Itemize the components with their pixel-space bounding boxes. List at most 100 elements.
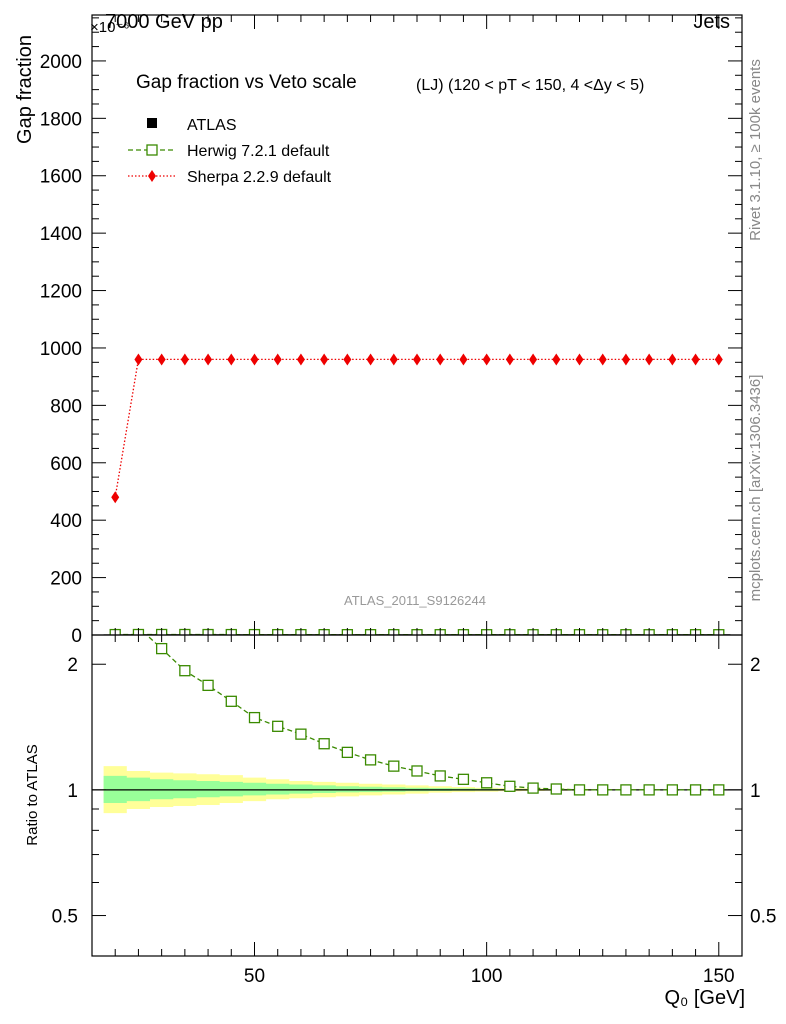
ratio-ylabel: Ratio to ATLAS — [24, 744, 41, 845]
series-line-sherpa — [114, 358, 719, 498]
ratio-point-herwig — [411, 765, 423, 777]
point-sherpa — [575, 353, 584, 366]
ratio-point-herwig — [504, 780, 516, 792]
y-tick-label: 400 — [50, 511, 82, 532]
point-sherpa — [320, 353, 329, 366]
main-subtitle: (LJ) (120 < pT < 150, 4 <Δy < 5) — [416, 77, 644, 94]
point-sherpa — [111, 491, 120, 504]
main-panel: Gap fraction vs Veto scale (LJ) (120 < p… — [14, 14, 743, 647]
ratio-point-herwig — [713, 784, 725, 796]
ratio-line-herwig — [145, 635, 719, 791]
ratio-point-herwig — [341, 746, 354, 759]
point-sherpa — [621, 353, 630, 366]
point-sherpa — [273, 353, 282, 366]
ratio-point-herwig — [550, 783, 562, 795]
x-tick-label: 50 — [244, 966, 265, 987]
header-energy: 7000 GeV pp — [105, 11, 223, 33]
ratio-point-herwig — [689, 784, 702, 796]
ratio-point-herwig — [620, 784, 632, 796]
watermark: ATLAS_2011_S9126244 — [344, 593, 486, 608]
point-sherpa — [389, 353, 398, 366]
ratio-point-herwig — [388, 760, 400, 772]
ratio-point-herwig — [110, 612, 120, 622]
ratio-y-tick-label-left: 0.5 — [52, 907, 78, 928]
legend-marker-atlas — [147, 118, 157, 128]
main-ylabel: Gap fraction — [14, 35, 36, 144]
point-sherpa — [134, 353, 143, 366]
point-sherpa — [250, 353, 259, 366]
legend-label-herwig: Herwig 7.2.1 default — [187, 143, 330, 160]
point-sherpa — [366, 353, 375, 366]
ratio-point-herwig — [202, 679, 214, 692]
ratio-point-herwig — [248, 711, 261, 724]
legend-label-sherpa: Sherpa 2.2.9 default — [187, 169, 332, 186]
ratio-point-herwig — [364, 754, 377, 766]
point-sherpa — [714, 353, 723, 366]
main-frame — [91, 14, 743, 636]
legend: ATLAS Herwig 7.2.1 default Sherpa 2.2.9 … — [128, 117, 332, 186]
ratio-point-herwig — [527, 782, 539, 794]
y-tick-label: 1000 — [40, 339, 82, 360]
ratio-panel: Ratio to ATLAS Q₀ [GeV] 0.5 0.5 1 1 2 2 50 100 1… — [24, 612, 776, 1009]
point-sherpa — [668, 353, 677, 366]
point-sherpa — [459, 353, 468, 366]
point-sherpa — [180, 353, 189, 366]
legend-marker-sherpa — [148, 170, 156, 182]
point-sherpa — [598, 353, 607, 366]
y-tick-label: 800 — [50, 396, 82, 417]
ratio-point-herwig — [457, 773, 470, 785]
y-tick-label: 600 — [50, 454, 82, 475]
mcplots-label: mcplots.cern.ch [arXiv:1306.3436] — [747, 375, 764, 602]
ratio-point-herwig — [573, 784, 586, 796]
x-tick-label: 100 — [471, 966, 503, 987]
main-axes: 0 200 400 600 800 1000 1200 1400 1600 1800 2000 — [40, 14, 743, 647]
y-tick-label: 1400 — [40, 224, 82, 245]
point-sherpa — [505, 353, 514, 366]
ratio-data-layer — [92, 612, 742, 814]
legend-label-atlas: ATLAS — [187, 117, 237, 134]
y-tick-label: 0 — [71, 626, 82, 647]
ratio-point-herwig — [179, 665, 191, 677]
ratio-point-herwig — [295, 728, 307, 740]
ratio-point-herwig — [155, 642, 168, 655]
main-title: Gap fraction vs Veto scale — [136, 72, 357, 93]
ratio-point-herwig — [318, 738, 330, 750]
ratio-point-herwig — [225, 695, 237, 707]
ratio-y-tick-label-right: 2 — [750, 655, 761, 676]
rivet-label: Rivet 3.1.10, ≥ 100k events — [747, 59, 764, 241]
point-sherpa — [204, 353, 213, 366]
y-tick-label: 1200 — [40, 282, 82, 303]
header-exponent: ×10⁻⁶ — [90, 19, 130, 36]
y-tick-label: 1600 — [40, 167, 82, 188]
y-tick-label: 200 — [50, 569, 82, 590]
point-sherpa — [645, 353, 654, 366]
ratio-xlabel: Q₀ [GeV] — [664, 987, 745, 1009]
ratio-point-herwig — [666, 784, 679, 796]
ratio-point-herwig — [643, 784, 655, 796]
point-sherpa — [157, 353, 166, 366]
ratio-axes: 0.5 0.5 1 1 2 2 50 100 150 — [52, 634, 776, 987]
point-sherpa — [552, 353, 561, 366]
ratio-point-herwig — [597, 784, 609, 796]
point-sherpa — [296, 353, 305, 366]
point-sherpa — [529, 353, 538, 366]
point-sherpa — [436, 353, 445, 366]
y-tick-label: 2000 — [40, 52, 82, 73]
point-sherpa — [691, 353, 700, 366]
ratio-y-tick-label-left: 1 — [67, 781, 78, 802]
ratio-y-tick-label-right: 1 — [750, 781, 761, 802]
ratio-y-tick-label-right: 0.5 — [750, 907, 776, 928]
legend-marker-herwig — [146, 144, 158, 156]
ratio-point-herwig — [480, 777, 493, 789]
ratio-point-herwig — [272, 720, 284, 732]
y-tick-label: 1800 — [40, 109, 82, 130]
point-sherpa — [482, 353, 491, 366]
ratio-point-herwig — [434, 770, 446, 782]
point-sherpa — [343, 353, 352, 366]
header-process: Jets — [693, 11, 730, 33]
x-tick-label: 150 — [703, 966, 735, 987]
point-sherpa — [413, 353, 421, 366]
ratio-y-tick-label-left: 2 — [67, 655, 78, 676]
point-sherpa — [227, 353, 236, 366]
